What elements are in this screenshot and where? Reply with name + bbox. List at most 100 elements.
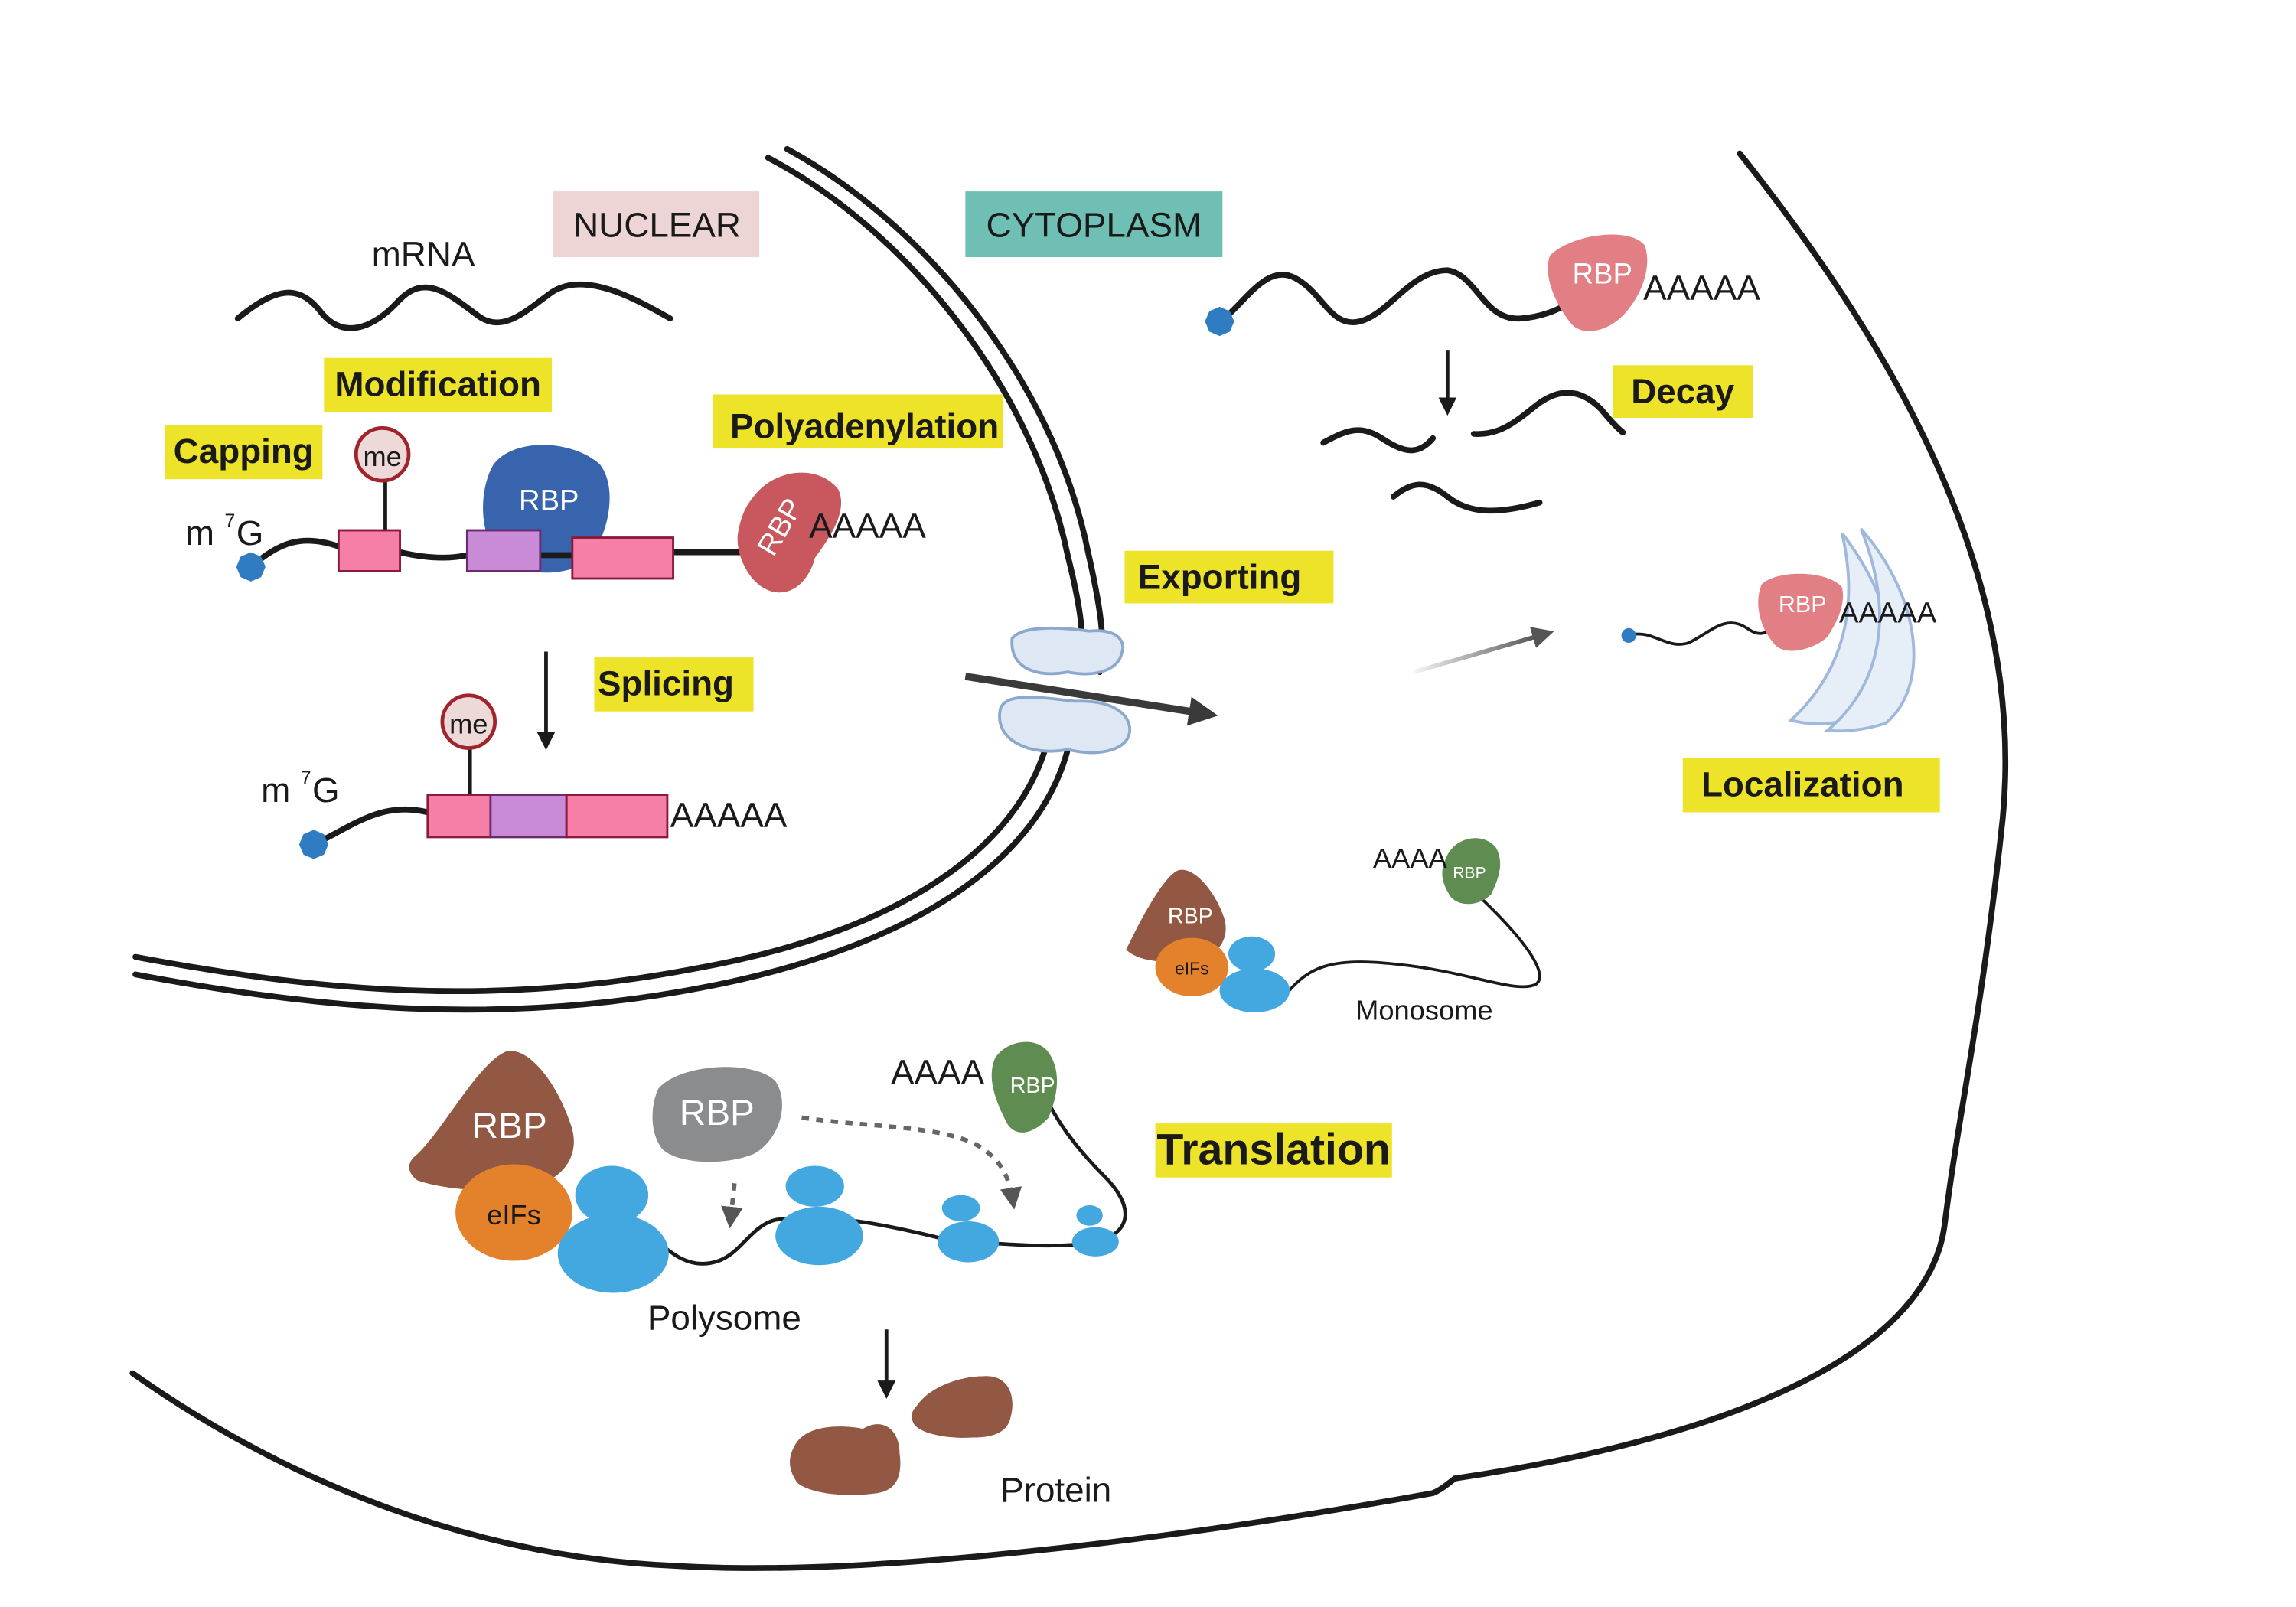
pre-mrna: m 7 G me RBP RBP AAAAA <box>185 425 926 593</box>
mature-methyl-label: me <box>449 708 488 739</box>
mature-methyl-icon <box>440 693 497 750</box>
localization-label-group: Localization <box>1682 758 1940 813</box>
monosome-rbp-brown-icon <box>1126 869 1226 962</box>
splicing-label-group: Splicing <box>594 657 754 712</box>
cell-membrane <box>129 150 2009 1571</box>
mrna-label: mRNA <box>372 234 475 273</box>
ribosome-1-large-icon <box>557 1214 669 1293</box>
monosome-polya-label: AAAA <box>1373 843 1448 874</box>
mature-mrna: m 7 G me AAAAA <box>261 693 788 859</box>
mature-cap-label-superscript: 7 <box>301 768 311 789</box>
methyl-label: me <box>363 441 401 472</box>
cap-label-m: m <box>185 513 214 553</box>
mature-exon-1 <box>426 794 492 839</box>
ribosome-3-small-icon <box>941 1195 980 1221</box>
translation-label: Translation <box>1156 1126 1390 1175</box>
monosome-label: Monosome <box>1355 995 1492 1026</box>
mature-cap-label-g: G <box>312 771 340 810</box>
protein-blob-2-icon <box>912 1376 1013 1438</box>
gray-rbp-dashed-arrow-down <box>721 1183 743 1229</box>
cap-label-g: G <box>236 513 264 553</box>
exon-1 <box>337 529 401 572</box>
polysome-rbp-brown-icon <box>409 1051 574 1191</box>
mature-exon-2 <box>565 794 669 839</box>
localization-arrow <box>1413 627 1554 674</box>
polysome-gray-rbp-label: RBP <box>680 1093 755 1133</box>
protein-products: Protein <box>790 1376 1111 1510</box>
polysome-label: Polysome <box>647 1298 801 1337</box>
rbp-pink-label: RBP <box>1572 257 1632 290</box>
methyl-icon <box>354 425 411 483</box>
decay-cap-icon <box>1205 306 1234 337</box>
nuclear-pore <box>998 626 1132 755</box>
capping-label: Capping <box>174 432 314 471</box>
export-arrow <box>964 673 1218 726</box>
decay-fragments <box>1320 390 1626 514</box>
gray-rbp-dashed-arrow-right <box>801 1115 1022 1210</box>
nuclear-compartment-label: NUCLEAR <box>553 191 760 257</box>
mature-middle-segment <box>489 794 568 839</box>
monosome-rbp-green-icon <box>1442 838 1501 905</box>
rbp-red-icon <box>737 472 842 593</box>
monosome-small-subunit-icon <box>1228 936 1276 972</box>
cap-icon <box>236 552 266 582</box>
mature-cap-icon <box>298 830 328 859</box>
protein-blob-1-icon <box>790 1424 901 1495</box>
cytoplasm-label: CYTOPLASM <box>987 205 1202 244</box>
monosome-eifs-label: eIFs <box>1175 958 1209 978</box>
intron <box>465 529 542 572</box>
modification-label: Modification <box>334 364 541 403</box>
localized-rbp-label: RBP <box>1779 592 1827 618</box>
monosome-rbp-label: RBP <box>1168 905 1213 929</box>
mature-cap-label-m: m <box>261 771 290 810</box>
cap-label-superscript: 7 <box>224 511 235 532</box>
polysome-green-rbp-label: RBP <box>1010 1074 1055 1098</box>
decay-label: Decay <box>1631 372 1734 411</box>
polysome-polya-label: AAAA <box>891 1053 985 1092</box>
polyadenylation-label: Polyadenylation <box>730 407 999 446</box>
modification-label-group: Modification <box>324 357 553 412</box>
decay-mrna: RBP AAAAA <box>1205 234 1760 337</box>
polya-tail-label: AAAAA <box>809 507 926 546</box>
capping-label-group: Capping <box>165 425 323 480</box>
polysome-eifs-icon <box>455 1164 572 1261</box>
cytoplasm-compartment-label: CYTOPLASM <box>965 191 1223 257</box>
nuclear-label: NUCLEAR <box>573 205 741 244</box>
ribosome-4-large-icon <box>1071 1227 1119 1257</box>
mature-polya-label: AAAAA <box>670 796 788 835</box>
ribosome-2-large-icon <box>775 1206 863 1266</box>
rbp-pink-icon <box>1548 234 1648 331</box>
ribosome-3-large-icon <box>938 1221 1000 1263</box>
decay-polya-label: AAAAA <box>1643 268 1760 307</box>
translation-label-group: Translation <box>1155 1123 1392 1178</box>
polysome-rbp-green-icon <box>991 1041 1058 1133</box>
monosome-eifs-icon <box>1155 937 1228 996</box>
polysome-rbp-gray-icon <box>652 1067 782 1162</box>
splicing-label: Splicing <box>598 664 734 703</box>
exporting-label-group: Exporting <box>1124 550 1334 604</box>
protein-label: Protein <box>1000 1471 1111 1510</box>
polysome-complex: RBP eIFs RBP RBP AAAA Polysome <box>409 1041 1127 1337</box>
nuclear-envelope <box>132 145 1106 1013</box>
localized-polya-label: AAAAA <box>1839 596 1937 629</box>
polysome-eifs-label: eIFs <box>487 1199 541 1231</box>
monosome-complex: RBP eIFs RBP AAAA Monosome <box>1126 838 1541 1026</box>
decay-label-group: Decay <box>1613 365 1753 418</box>
rbp-blue-label: RBP <box>519 484 579 517</box>
exon-2 <box>571 536 674 580</box>
exporting-label: Exporting <box>1138 557 1302 596</box>
ribosome-1-small-icon <box>575 1165 649 1224</box>
mrna-strand <box>234 281 673 331</box>
endoplasmic-reticulum <box>1788 527 1916 733</box>
ribosome-2-small-icon <box>785 1165 844 1207</box>
localized-cap-icon <box>1621 627 1636 643</box>
ribosome-4-small-icon <box>1076 1205 1103 1226</box>
monosome-green-rbp-label: RBP <box>1453 864 1486 882</box>
localization-label: Localization <box>1701 764 1904 804</box>
polysome-rbp-label: RBP <box>472 1106 547 1146</box>
monosome-large-subunit-icon <box>1219 968 1290 1012</box>
localized-rbp-icon <box>1758 573 1844 651</box>
polyadenylation-label-group: Polyadenylation <box>713 394 1003 449</box>
localized-mrna: RBP AAAAA <box>1621 573 1937 651</box>
